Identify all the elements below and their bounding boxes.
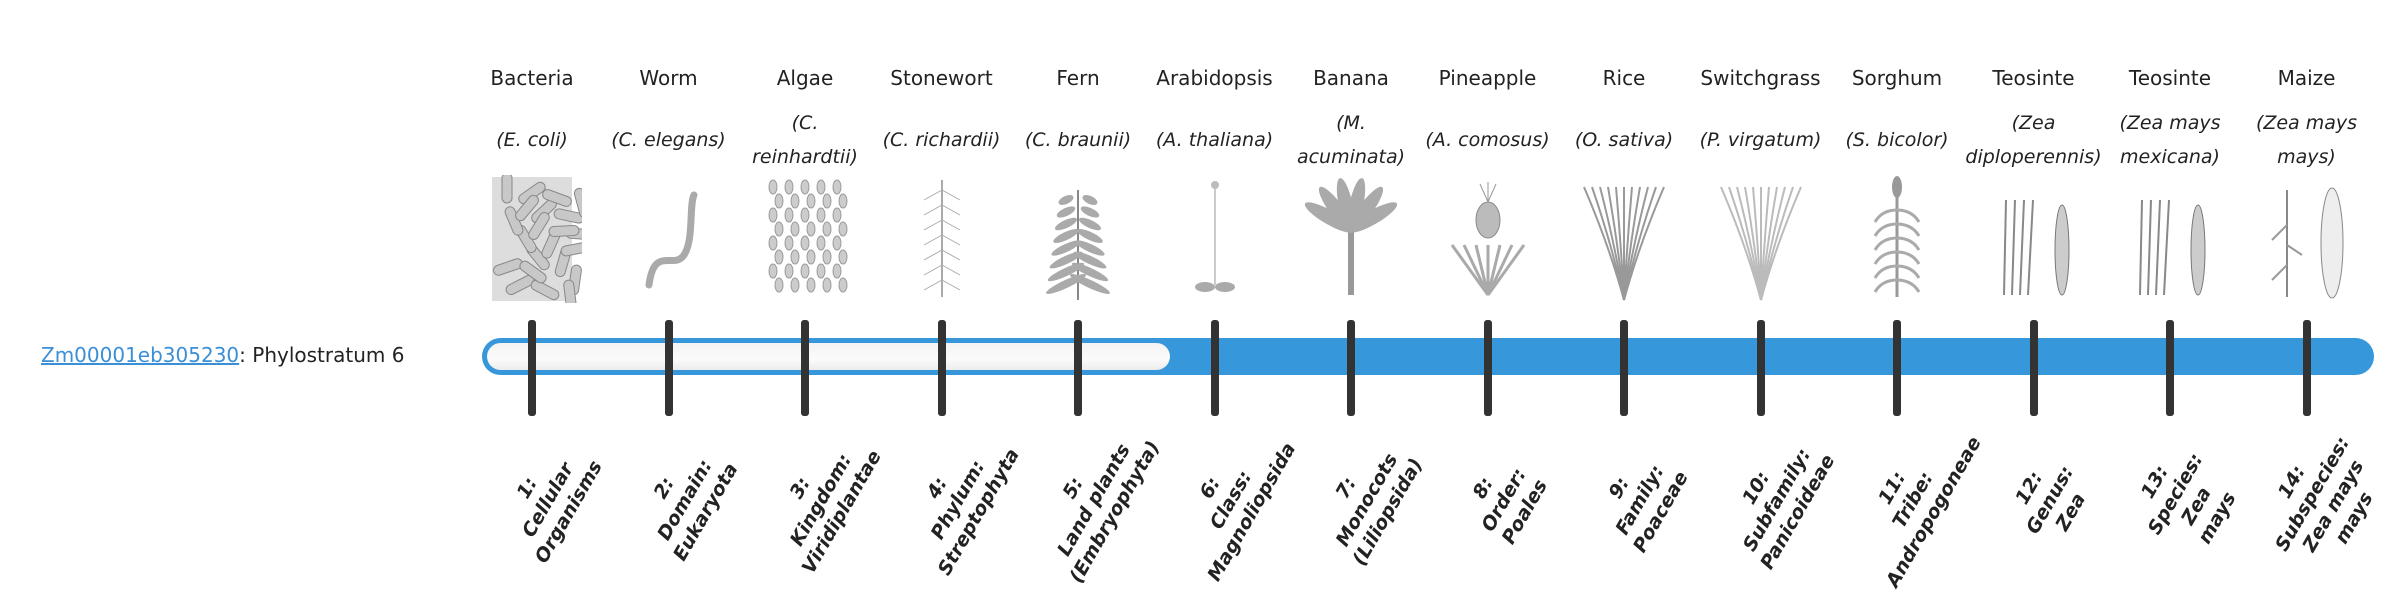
arabidopsis-icon bbox=[1165, 175, 1265, 303]
common-name: Rice bbox=[1602, 66, 1646, 90]
scientific-name: (A. comosus) bbox=[1425, 129, 1550, 151]
common-name: Bacteria bbox=[490, 66, 574, 90]
rice-icon bbox=[1574, 175, 1674, 303]
switchgrass-icon bbox=[1711, 175, 1811, 303]
rank-label: 5: Land plants (Embryophyta) bbox=[1015, 400, 1172, 601]
scientific-name: (M. acuminata) bbox=[1296, 112, 1406, 168]
maize-icon bbox=[2257, 175, 2357, 303]
stratum-tick bbox=[1620, 320, 1628, 416]
common-name: Algae bbox=[776, 66, 834, 90]
common-name: Stonewort bbox=[890, 66, 993, 90]
sorghum-icon bbox=[1847, 175, 1947, 303]
common-name: Teosinte bbox=[2128, 66, 2212, 90]
stratum-tick bbox=[801, 320, 809, 416]
rank-label: 9: Family: Poaceae bbox=[1561, 400, 1718, 601]
scientific-name: (C. richardii) bbox=[882, 129, 1001, 151]
gene-label: Zm00001eb305230: Phylostratum 6 bbox=[41, 340, 404, 370]
common-name: Fern bbox=[1056, 66, 1100, 90]
bar-unfilled-segment bbox=[487, 343, 1170, 370]
rank-label: 1: Cellular Organisms bbox=[469, 400, 626, 601]
rank-label: 10: Subfamily: Panicoideae bbox=[1698, 400, 1855, 601]
scientific-name: (P. virgatum) bbox=[1699, 129, 1822, 151]
teosinte-icon bbox=[1984, 175, 2084, 303]
stratum-tick bbox=[2302, 320, 2311, 416]
common-name: Maize bbox=[2277, 66, 2336, 90]
scientific-name: (O. sativa) bbox=[1574, 129, 1674, 151]
rank-label: 7: Monocots (Liliopsida) bbox=[1288, 400, 1445, 601]
worm-icon bbox=[619, 175, 719, 303]
stratum-tick bbox=[528, 320, 536, 416]
pineapple-icon bbox=[1438, 175, 1538, 303]
stratum-tick bbox=[2029, 320, 2038, 416]
rank-label: 2: Domain: Eukaryota bbox=[606, 400, 763, 601]
phylostratum-text: : Phylostratum 6 bbox=[239, 343, 405, 367]
common-name: Worm bbox=[639, 66, 698, 90]
scientific-name: (Zea mays mays) bbox=[2255, 112, 2358, 168]
stratum-tick bbox=[937, 320, 946, 416]
banana-icon bbox=[1301, 175, 1401, 303]
bacteria-icon bbox=[482, 172, 597, 311]
common-name: Teosinte bbox=[1992, 66, 2075, 90]
rank-label: 13: Species: Zea mays bbox=[2097, 394, 2275, 606]
scientific-name: (C. reinhardtii) bbox=[752, 112, 858, 168]
common-name: Banana bbox=[1313, 66, 1389, 90]
rank-label: 6: Class: Magnoliopsida bbox=[1152, 400, 1309, 601]
common-name: Sorghum bbox=[1851, 66, 1943, 90]
stratum-tick bbox=[1210, 320, 1219, 416]
rank-label: 11: Tribe: Andropogoneae bbox=[1834, 400, 1991, 601]
common-name: Arabidopsis bbox=[1156, 66, 1273, 90]
rank-label: 8: Order: Poales bbox=[1425, 400, 1582, 601]
rank-label: 14: Subspecies: Zea mays mays bbox=[2233, 394, 2400, 606]
stratum-tick bbox=[2166, 320, 2174, 416]
fern-icon bbox=[1028, 175, 1128, 303]
stratum-tick bbox=[664, 320, 673, 416]
scientific-name: (Zea diploperennis) bbox=[1965, 112, 2102, 168]
stonewort-icon bbox=[892, 175, 992, 303]
scientific-name: (S. bicolor) bbox=[1845, 129, 1949, 151]
algae-icon bbox=[755, 175, 855, 303]
scientific-name: (C. braunii) bbox=[1024, 129, 1132, 151]
scientific-name: (Zea mays mexicana) bbox=[2119, 112, 2221, 168]
gene-link[interactable]: Zm00001eb305230 bbox=[41, 343, 240, 367]
scientific-name: (E. coli) bbox=[496, 129, 568, 151]
common-name: Switchgrass bbox=[1700, 66, 1821, 90]
stratum-tick bbox=[1483, 320, 1492, 416]
stratum-tick bbox=[1347, 320, 1355, 416]
teosinte-icon bbox=[2120, 175, 2220, 303]
scientific-name: (A. thaliana) bbox=[1155, 129, 1274, 151]
rank-label: 3: Kingdom: Viridiplantae bbox=[742, 400, 899, 601]
stratum-tick bbox=[1756, 320, 1765, 416]
stratum-tick bbox=[1893, 320, 1901, 416]
stratum-tick bbox=[1074, 320, 1082, 416]
common-name: Pineapple bbox=[1438, 66, 1537, 90]
scientific-name: (C. elegans) bbox=[611, 129, 726, 151]
rank-label: 12: Genus: Zea bbox=[1971, 400, 2128, 601]
rank-label: 4: Phylum: Streptophyta bbox=[879, 400, 1036, 601]
